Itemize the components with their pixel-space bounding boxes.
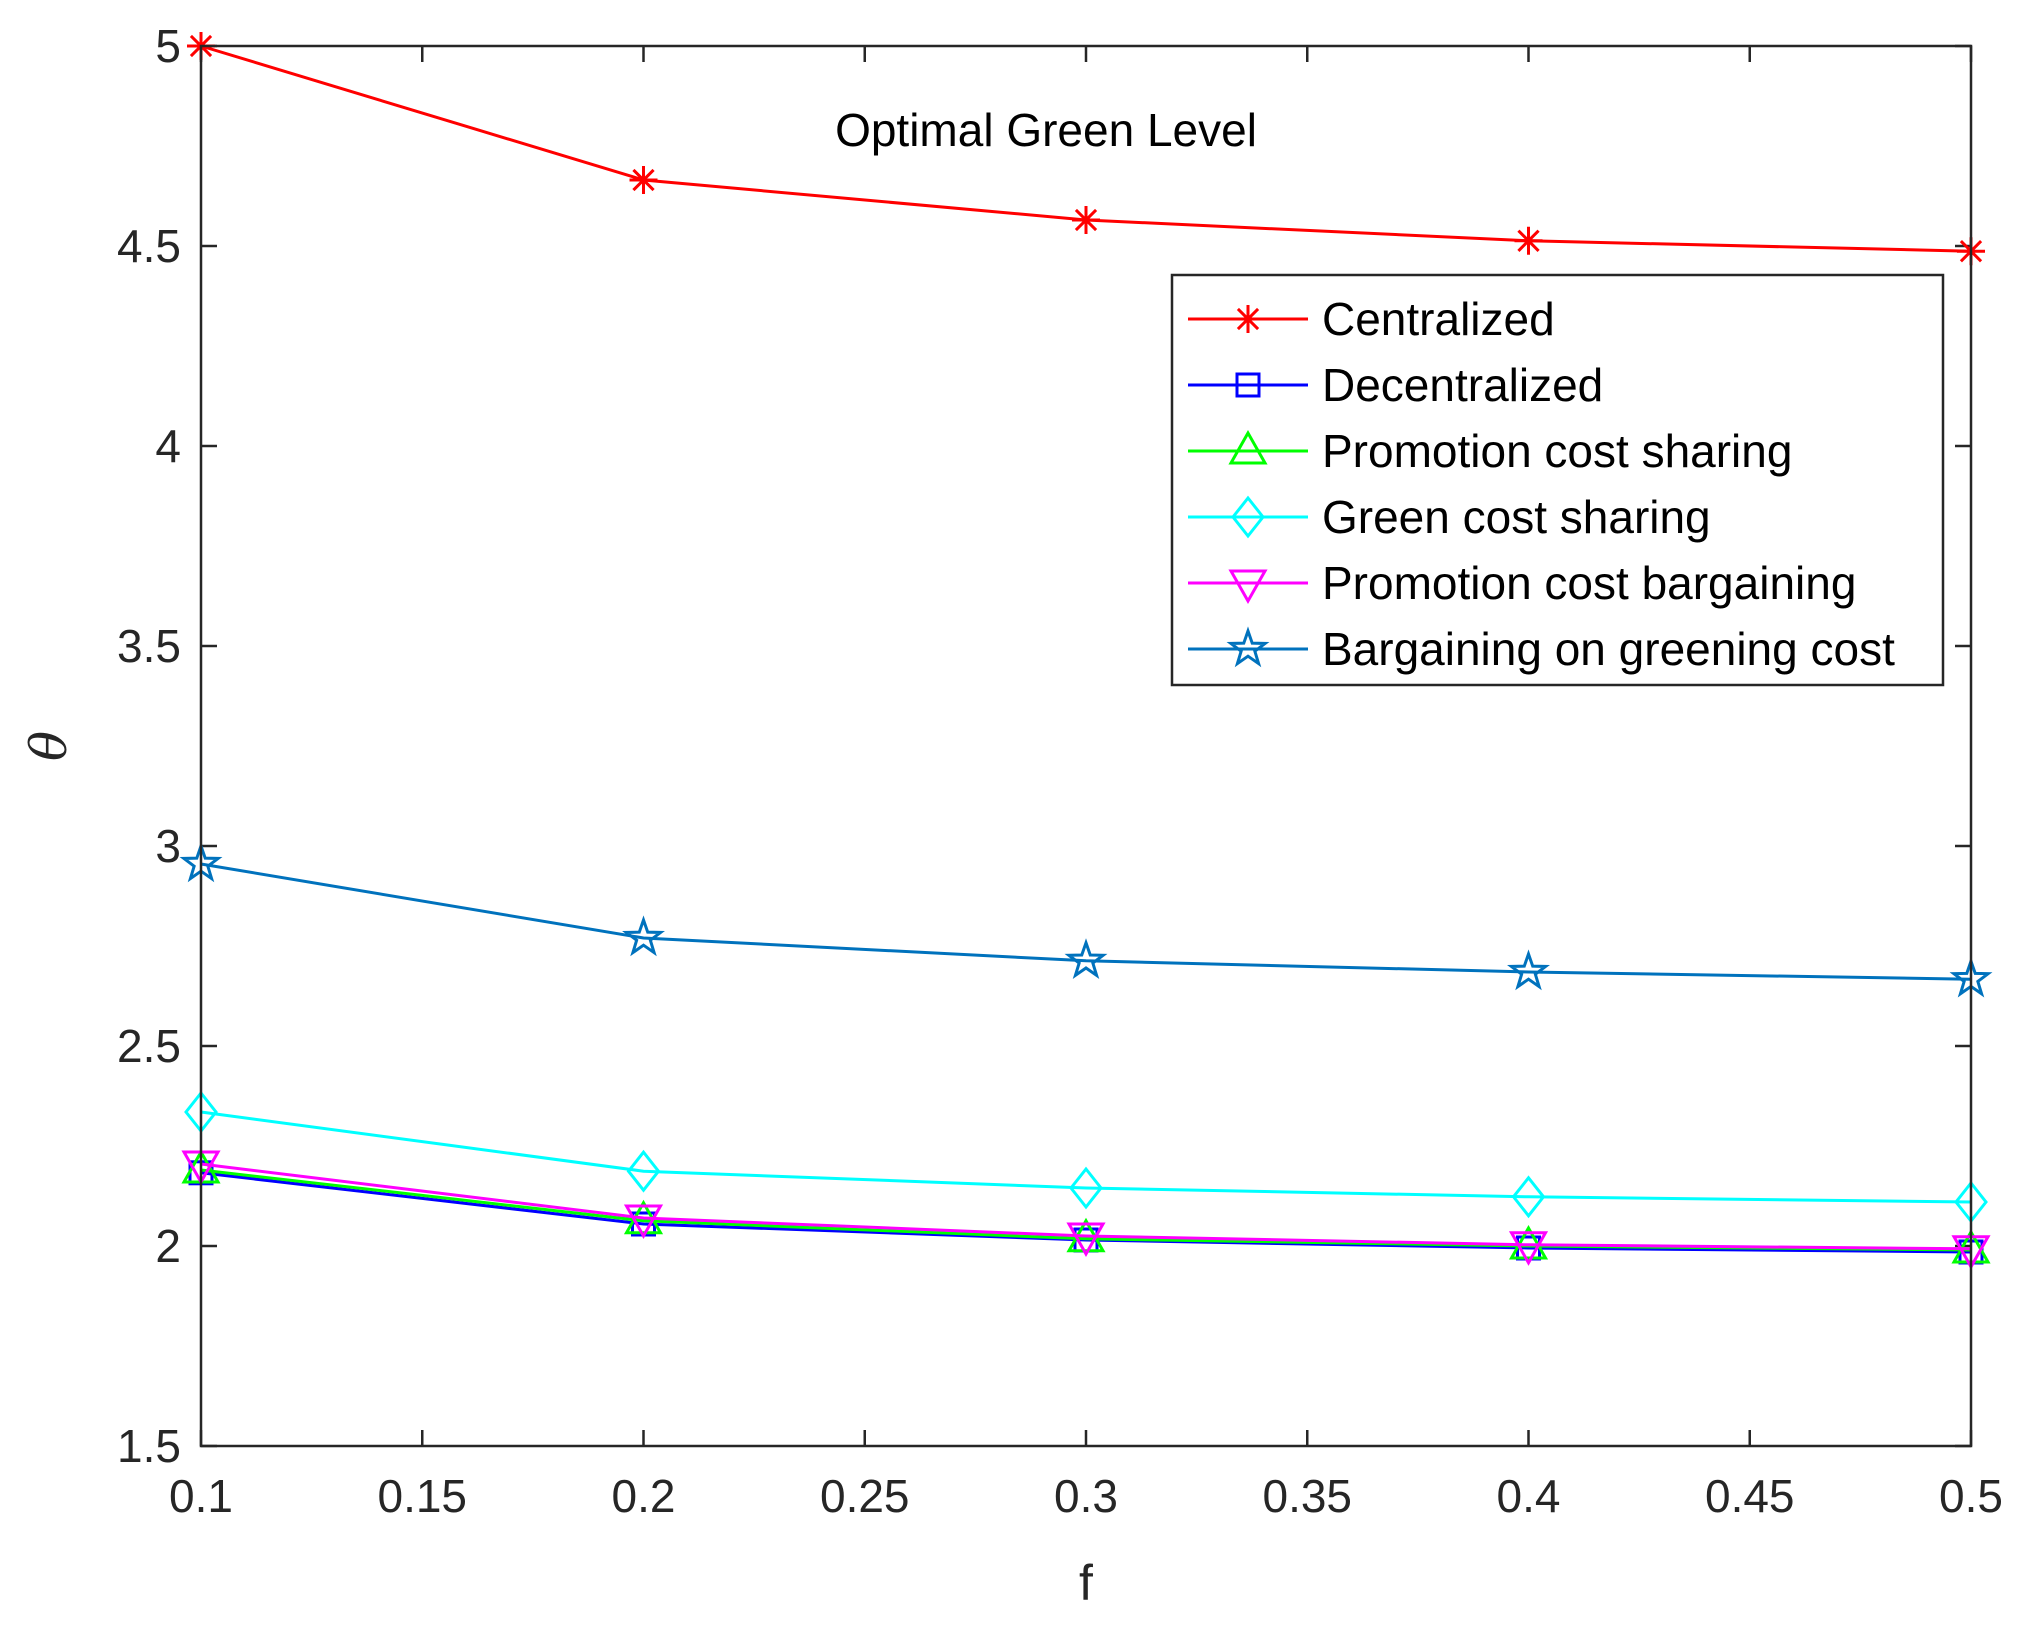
legend-item: Promotion cost bargaining (1188, 557, 1856, 609)
axis-ticks: 0.1 0.15 0.2 0.25 0.3 0.35 0.4 0.45 0.5 1.5 2 2.5 3 3… (117, 20, 2003, 1522)
x-tick-label: 0.35 (1262, 1470, 1352, 1522)
series-promotion-cost-bargaining (181, 1150, 1991, 1270)
data-point-marker (1066, 1222, 1106, 1258)
data-point-marker (1514, 226, 1543, 255)
data-point-marker (622, 915, 665, 957)
series-line (200, 1110, 1972, 1204)
legend-label: Promotion cost sharing (1322, 425, 1792, 477)
series-line (200, 1162, 1972, 1251)
data-point-marker (1069, 1166, 1103, 1210)
y-tick-label: 1.5 (117, 1420, 181, 1472)
legend-marker (1226, 626, 1270, 668)
x-tick-label: 0.5 (1939, 1470, 2003, 1522)
axes-box (199, 44, 1973, 1448)
y-tick-label: 3 (155, 820, 181, 872)
x-tick-label: 0.25 (820, 1470, 910, 1522)
series-layer (179, 32, 1993, 1270)
legend-item: Bargaining on greening cost (1188, 623, 1895, 675)
y-tick-label: 2 (155, 1220, 181, 1272)
y-tick-label: 5 (155, 20, 181, 72)
data-point-marker (1511, 1175, 1546, 1219)
x-tick-label: 0.1 (169, 1470, 233, 1522)
data-point-marker (626, 1149, 661, 1193)
x-tick-label: 0.15 (377, 1470, 467, 1522)
legend-marker (1235, 372, 1261, 398)
x-tick-label: 0.3 (1054, 1470, 1118, 1522)
legend-box (1170, 273, 1945, 687)
legend-item: Decentralized (1188, 359, 1603, 411)
legend-label: Bargaining on greening cost (1322, 623, 1895, 675)
data-point-marker (629, 166, 658, 194)
legend-item: Promotion cost sharing (1188, 425, 1792, 477)
y-tick-label: 4 (155, 420, 181, 472)
data-point-marker (1508, 1224, 1549, 1260)
series-line (200, 862, 1972, 981)
legend: Centralized Decentralized Promotion cost s… (1170, 273, 1945, 687)
legend-label: Decentralized (1322, 359, 1603, 411)
data-point-marker (623, 1204, 664, 1240)
x-tick-label: 0.45 (1705, 1470, 1795, 1522)
y-tick-label: 4.5 (117, 220, 181, 272)
legend-label: Centralized (1322, 293, 1555, 345)
data-point-marker (1507, 949, 1550, 991)
data-point-marker (1064, 938, 1108, 980)
legend-marker (1228, 569, 1268, 605)
x-tick-label: 0.2 (612, 1470, 676, 1522)
legend-marker (1231, 495, 1265, 539)
y-tick-label: 3.5 (117, 620, 181, 672)
legend-label: Promotion cost bargaining (1322, 557, 1856, 609)
legend-label: Green cost sharing (1322, 491, 1711, 543)
chart-title: Optimal Green Level (835, 104, 1257, 156)
legend-item: Centralized (1188, 293, 1555, 345)
legend-marker (1228, 429, 1268, 465)
data-point-marker (1508, 1231, 1549, 1266)
data-point-marker (1072, 206, 1100, 234)
axes-frame (199, 44, 1973, 1448)
x-tick-label: 0.4 (1497, 1470, 1561, 1522)
legend-item: Green cost sharing (1188, 491, 1711, 543)
y-tick-label: 2.5 (117, 1020, 181, 1072)
legend-marker (1234, 305, 1262, 333)
y-axis-label: θ (20, 731, 78, 761)
x-axis-label: f (1079, 1555, 1093, 1611)
